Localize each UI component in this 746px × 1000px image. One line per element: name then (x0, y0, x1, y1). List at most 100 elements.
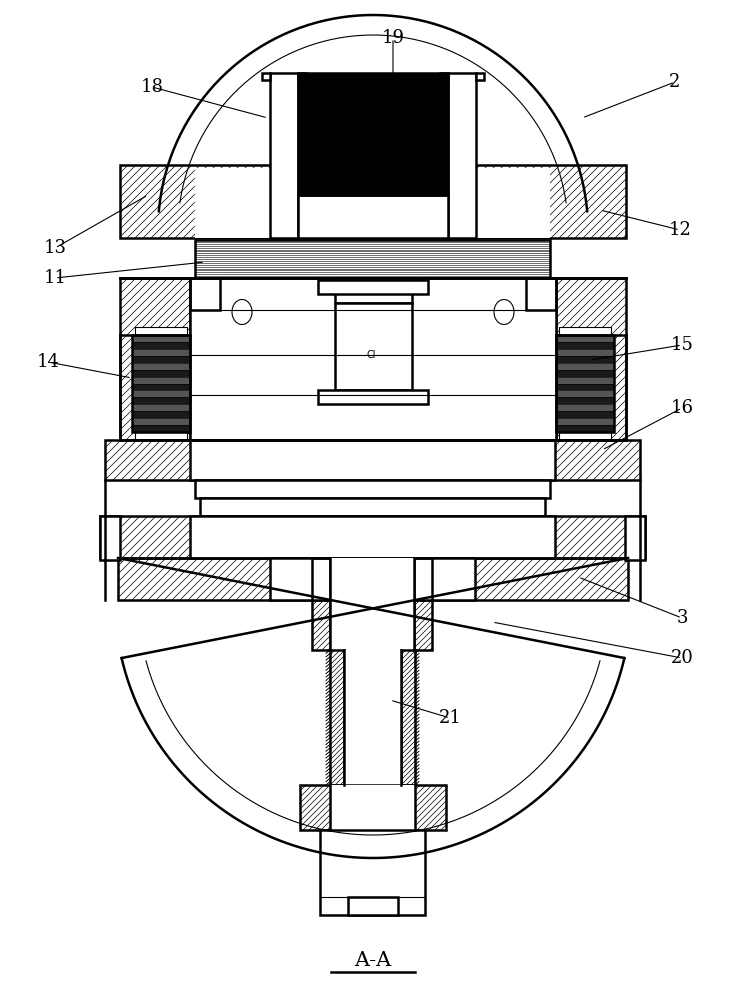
Bar (556, 342, 614, 349)
Bar (120, 165, 626, 238)
Bar (132, 377, 190, 383)
Bar (556, 278, 626, 440)
Bar (556, 278, 626, 440)
Bar (440, 73, 448, 80)
Bar (105, 440, 640, 480)
Bar (132, 390, 190, 397)
Bar (100, 516, 645, 558)
Text: 21: 21 (439, 709, 462, 727)
Text: 16: 16 (671, 399, 694, 417)
Bar (556, 411, 614, 418)
Bar (132, 349, 190, 356)
Bar (132, 425, 190, 432)
Bar (559, 327, 611, 335)
Bar (448, 73, 476, 238)
Bar (556, 349, 614, 356)
Bar (312, 558, 330, 650)
Bar (559, 432, 611, 440)
Text: 11: 11 (43, 269, 66, 287)
Bar (298, 195, 448, 238)
Bar (120, 165, 626, 238)
Bar (556, 363, 614, 370)
Bar (320, 830, 425, 915)
Bar (556, 404, 614, 411)
Bar (330, 558, 414, 650)
Bar (132, 356, 190, 363)
Bar (298, 73, 448, 195)
Text: 12: 12 (668, 221, 692, 239)
Bar (120, 278, 190, 440)
Bar (132, 342, 190, 349)
Bar (556, 370, 614, 377)
Bar (556, 356, 614, 363)
Text: 13: 13 (43, 239, 66, 257)
Bar (132, 397, 190, 404)
Text: A-A: A-A (354, 950, 392, 970)
Bar (556, 397, 614, 404)
Bar (556, 390, 614, 397)
Bar (195, 480, 550, 498)
Bar (300, 785, 446, 830)
Text: 18: 18 (140, 78, 163, 96)
Bar (556, 335, 614, 342)
Bar (118, 558, 628, 600)
Bar (200, 498, 545, 516)
Bar (135, 432, 187, 440)
Bar (526, 278, 556, 310)
Bar (330, 650, 344, 785)
Text: 2: 2 (669, 73, 680, 91)
Bar (132, 370, 190, 377)
Bar (335, 278, 412, 303)
Bar (556, 383, 614, 390)
Bar (270, 558, 475, 600)
Bar (556, 425, 614, 432)
Bar (312, 558, 330, 650)
Bar (118, 558, 628, 600)
Bar (318, 390, 428, 404)
Text: 15: 15 (671, 336, 694, 354)
Bar (132, 404, 190, 411)
Text: Cl: Cl (366, 350, 376, 360)
Bar (556, 377, 614, 383)
Bar (132, 363, 190, 370)
Bar (100, 516, 120, 560)
Text: 20: 20 (671, 649, 694, 667)
Bar (120, 278, 190, 440)
Bar (132, 335, 190, 342)
Bar (270, 73, 298, 238)
Bar (298, 73, 306, 80)
Bar (330, 650, 344, 785)
Bar (262, 73, 270, 80)
Text: 3: 3 (677, 609, 688, 627)
Bar (195, 168, 550, 238)
Bar (300, 785, 446, 830)
Bar (556, 335, 614, 432)
Bar (105, 440, 640, 480)
Bar (190, 278, 220, 310)
Bar (401, 650, 415, 785)
Bar (414, 558, 432, 650)
Bar (190, 516, 555, 558)
Bar (132, 335, 190, 432)
Bar (318, 280, 428, 294)
Bar (344, 650, 401, 785)
Bar (195, 240, 550, 278)
Text: 19: 19 (381, 29, 404, 47)
Bar (190, 440, 555, 480)
Bar (335, 303, 412, 390)
Bar (476, 73, 484, 80)
Bar (625, 516, 645, 560)
Bar (330, 785, 415, 830)
Bar (132, 411, 190, 418)
Bar (348, 897, 398, 915)
Bar (556, 418, 614, 425)
Text: 14: 14 (37, 353, 60, 371)
Bar (132, 418, 190, 425)
Bar (335, 278, 412, 303)
Bar (100, 516, 645, 558)
Bar (135, 327, 187, 335)
Bar (414, 558, 432, 650)
Bar (190, 278, 556, 440)
Bar (401, 650, 415, 785)
Bar (132, 383, 190, 390)
